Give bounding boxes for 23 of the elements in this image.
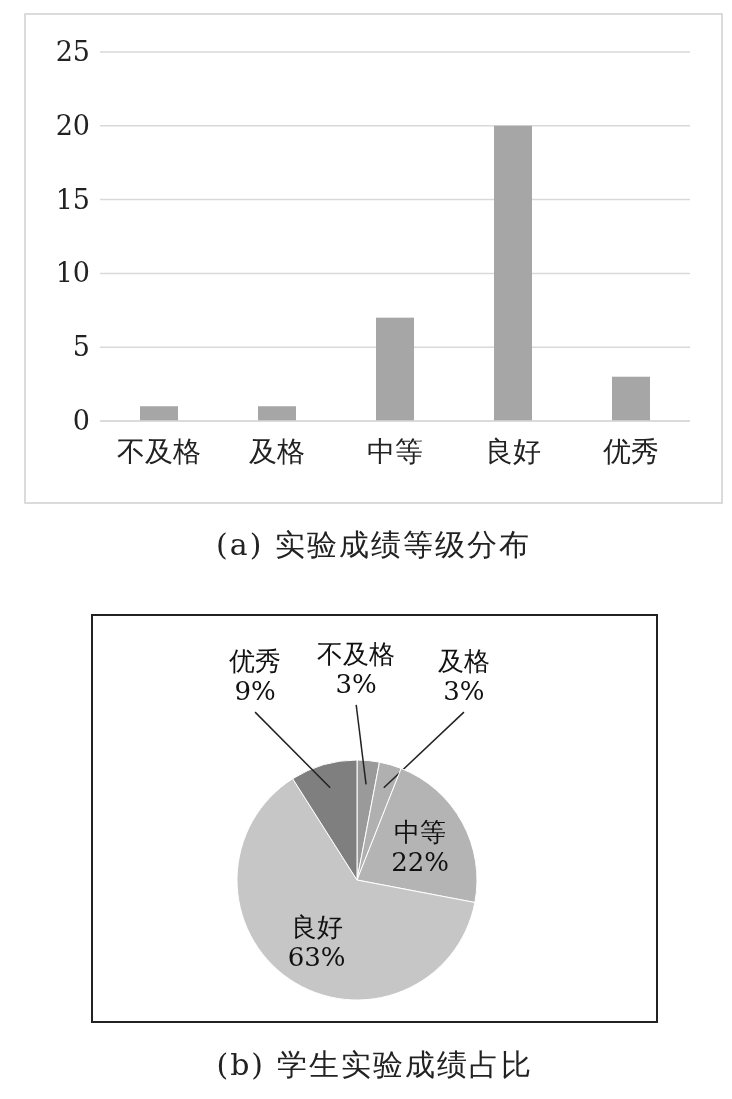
y-tick-label: 5 [72, 331, 90, 363]
x-tick-label: 及格 [249, 435, 305, 468]
data-label: 9% [234, 676, 276, 707]
y-tick-label: 20 [55, 109, 90, 141]
data-label: 22% [391, 847, 449, 878]
x-tick-label: 良好 [485, 435, 541, 468]
y-tick-label: 10 [55, 257, 90, 289]
y-tick-label: 15 [55, 183, 90, 215]
x-tick-label: 优秀 [603, 435, 659, 468]
text: (a) 实验成绩等级分布 [216, 527, 531, 562]
data-label: 3% [443, 676, 485, 707]
text: (b) 学生实验成绩占比 [216, 1047, 533, 1082]
data-label: 63% [287, 941, 346, 972]
slice-label: 及格 [437, 646, 490, 677]
slice-label: 优秀 [229, 646, 282, 677]
y-tick-label: 25 [55, 36, 90, 67]
y-tick-label: 0 [72, 405, 90, 436]
slice-label: 不及格 [317, 638, 396, 669]
slice-label: 中等 [394, 817, 447, 848]
slice-label: 良好 [290, 911, 343, 942]
x-tick-label: 不及格 [117, 435, 201, 468]
x-tick-label: 中等 [367, 435, 423, 468]
data-label: 3% [335, 668, 377, 699]
